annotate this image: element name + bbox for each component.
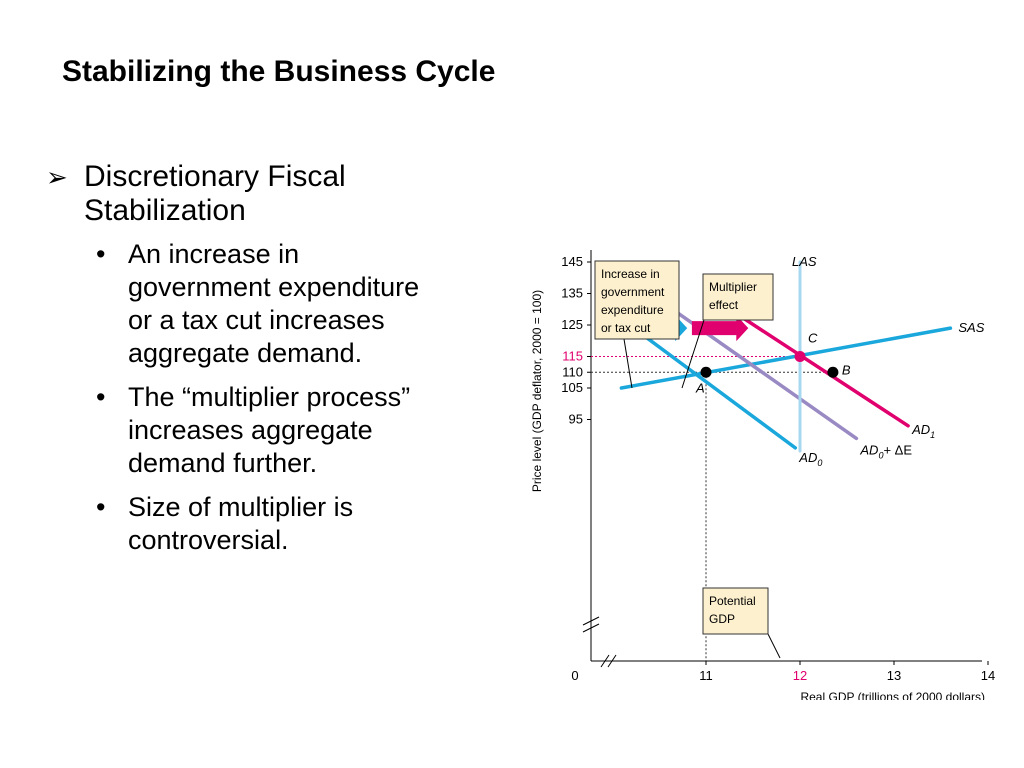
- y-axis-label: Price level (GDP deflator, 2000 = 100): [530, 290, 544, 492]
- x-tick-label: 14: [981, 668, 995, 683]
- point-label: A: [695, 380, 705, 395]
- annotation-text: Potential GDP: [709, 594, 756, 626]
- bullet-level-1: ➢ Discretionary Fiscal Stabilization: [46, 160, 446, 228]
- series-label-subscript: 1: [930, 430, 935, 440]
- ad-as-chart: 95 105 110 115 125 135 145 0 11 12 13 14 Real GDP (t…: [520, 240, 1000, 704]
- series-label: AD1: [911, 422, 935, 440]
- dot-bullet-icon: •: [96, 492, 106, 522]
- slide-title: Stabilizing the Business Cycle: [62, 55, 496, 88]
- annotation-line: GDP: [709, 612, 735, 626]
- sub-bullet-list: • An increase in government expenditure …: [96, 238, 446, 557]
- bullet-main-text: Discretionary Fiscal Stabilization: [84, 160, 346, 227]
- equilibrium-point: [794, 351, 806, 362]
- x-tick-label: 13: [887, 668, 901, 683]
- series-line: [619, 326, 953, 390]
- annotation-leader: [681, 319, 705, 389]
- annotation-leader: [623, 338, 633, 389]
- y-tick-label: 105: [561, 380, 583, 395]
- dot-bullet-icon: •: [96, 239, 106, 269]
- sub-bullet-text: Size of multiplier is controversial.: [128, 492, 354, 555]
- annotation-box: [594, 260, 680, 340]
- bullet-list: ➢ Discretionary Fiscal Stabilization • A…: [46, 160, 446, 568]
- y-tick-label: 145: [561, 254, 583, 269]
- annotation-line: effect: [709, 298, 739, 312]
- y-tick-label: 125: [561, 317, 583, 332]
- annotation-text: Multiplier effect: [709, 280, 757, 312]
- series-label-suffix: + ΔE: [883, 442, 912, 457]
- point-label: B: [842, 362, 851, 377]
- shift-arrow: [691, 315, 749, 342]
- annotation-box: [702, 587, 769, 635]
- series-label: AD0: [798, 450, 822, 468]
- sub-bullet: • The “multiplier process” increases agg…: [96, 381, 446, 480]
- point-label: C: [808, 331, 818, 346]
- annotation-line: government: [601, 285, 665, 299]
- x-tick-label: 11: [699, 668, 713, 683]
- series-label: SAS: [958, 320, 984, 335]
- y-axis-break: [582, 616, 600, 633]
- dot-bullet-icon: •: [96, 382, 106, 412]
- annotation-line: or tax cut: [601, 321, 651, 335]
- equilibrium-point: [700, 366, 712, 378]
- series-label: LAS: [792, 254, 817, 269]
- annotation-line: Potential: [709, 594, 756, 608]
- series-label-subscript: 0: [878, 450, 883, 460]
- x-axis-label: Real GDP (trillions of 2000 dollars): [800, 690, 985, 700]
- y-tick-label: 135: [561, 286, 583, 301]
- sub-bullet: • An increase in government expenditure …: [96, 238, 446, 370]
- y-tick-label: 115: [562, 349, 583, 364]
- y-tick-label: 110: [562, 364, 583, 379]
- x-tick-label: 0: [571, 668, 578, 683]
- annotation-leader: [767, 633, 781, 659]
- annotation-line: Increase in: [601, 267, 660, 281]
- series-label-subscript: 0: [817, 458, 822, 468]
- annotation-line: expenditure: [601, 303, 664, 317]
- sub-bullet-text: An increase in government expenditure or…: [128, 239, 420, 368]
- sub-bullet-text: The “multiplier process” increases aggre…: [128, 382, 411, 478]
- x-tick-label: 12: [793, 668, 807, 683]
- x-axis-break: [600, 654, 617, 668]
- sub-bullet: • Size of multiplier is controversial.: [96, 491, 446, 557]
- annotation-line: Multiplier: [709, 280, 757, 294]
- series-label: AD0+ ΔE: [859, 442, 912, 460]
- y-tick-label: 95: [569, 412, 583, 427]
- equilibrium-point: [827, 366, 839, 378]
- series-line: [718, 301, 910, 428]
- arrowhead-bullet-icon: ➢: [46, 162, 68, 192]
- annotation-text: Increase in government expenditure or tax c…: [601, 267, 665, 335]
- annotation-box: [702, 273, 774, 321]
